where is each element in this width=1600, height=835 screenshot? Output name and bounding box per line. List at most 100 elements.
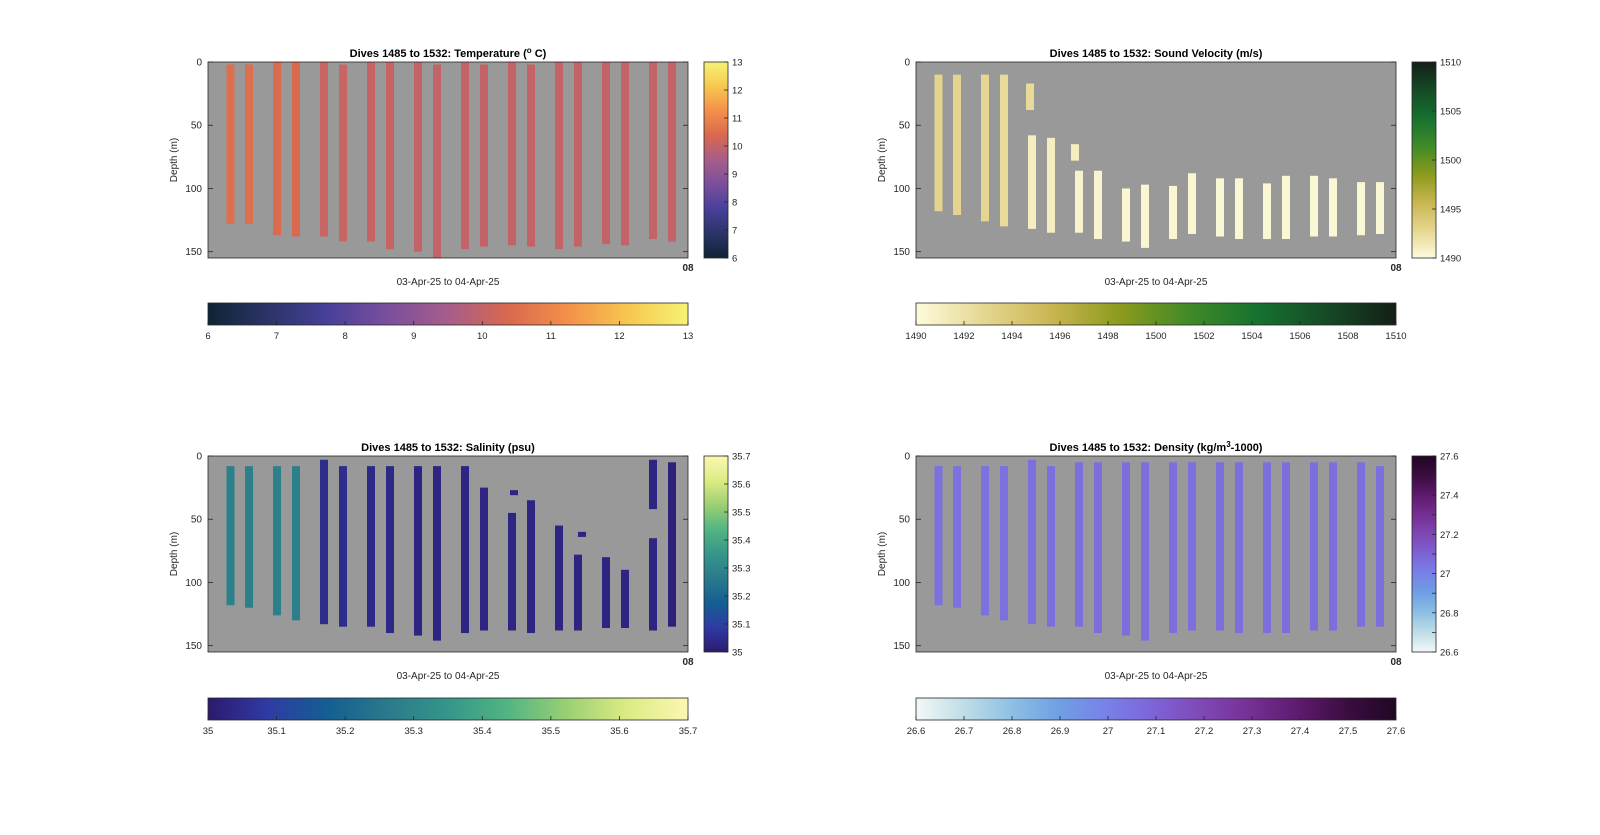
colorbar-tick-label: 11 [732, 114, 742, 125]
x-axis-label: 03-Apr-25 to 04-Apr-25 [397, 671, 500, 682]
colorbar-tick-label: 27 [1440, 569, 1451, 580]
profile-bar [1357, 182, 1365, 236]
profile-bar [339, 466, 347, 627]
profile-bar [668, 462, 676, 627]
axes-frame [915, 455, 1397, 653]
colorbar-vertical: 35 35.1 35.2 35.3 35.4 35.5 35.6 35.7 [703, 452, 751, 659]
profile-bar [461, 62, 469, 250]
profile-bar [1188, 462, 1196, 631]
x-tick-label: 08 [682, 263, 694, 274]
y-tick-label: 50 [191, 515, 203, 526]
profile-bar [414, 466, 422, 636]
colorbar-tick-label: 9 [732, 170, 737, 181]
profile-bar [527, 64, 535, 247]
colorbar-tick-label: 35.3 [404, 726, 423, 737]
chart-title: Dives 1485 to 1532: Temperature (o C) [350, 46, 547, 61]
profile-bar [1026, 83, 1034, 111]
profile-bar [245, 466, 253, 608]
x-axis-label: 03-Apr-25 to 04-Apr-25 [397, 277, 500, 288]
colorbar-tick-label: 7 [732, 226, 737, 237]
axes-frame [915, 61, 1397, 259]
profile-bar [273, 466, 281, 616]
colorbar-tick-label: 9 [411, 331, 416, 342]
colorbar-tick-label: 27 [1103, 726, 1114, 737]
profile-bar [934, 466, 943, 606]
axes-frame [207, 455, 689, 653]
profile-bar [414, 62, 422, 252]
profile-bar [621, 569, 629, 628]
profile-bar [1047, 137, 1055, 233]
profile-bar [226, 64, 235, 224]
chart-title: Dives 1485 to 1532: Density (kg/m3-1000) [1050, 440, 1263, 455]
profile-bar [320, 62, 328, 237]
colorbar-tick-label: 35.6 [610, 726, 629, 737]
colorbar-tick-label: 26.6 [907, 726, 926, 737]
profile-bar [1000, 466, 1008, 621]
profile-bar [1263, 183, 1271, 240]
profile-bar [953, 466, 961, 608]
colorbar-tick-label: 35.7 [732, 452, 751, 463]
colorbar-vertical: 1490 1495 1500 1505 1510 [1411, 58, 1461, 265]
colorbar-vertical: 26.6 26.8 27 27.2 27.4 27.6 [1411, 452, 1459, 659]
colorbar-vertical: 6 7 8 9 10 11 12 13 [703, 58, 743, 265]
x-tick-label: 08 [682, 657, 694, 668]
profile-bar [1000, 74, 1008, 227]
colorbar-tick-label: 35.4 [732, 536, 751, 547]
colorbar-tick-label: 1504 [1241, 331, 1262, 342]
colorbar-tick-label: 26.9 [1051, 726, 1070, 737]
profile-bar [555, 525, 563, 631]
chart-panel-3: 0 50 100 150 08 Dives 1485 to 1532: Salinity … [169, 442, 751, 737]
colorbar-tick-label: 35.2 [732, 592, 751, 603]
profile-bar [1188, 173, 1196, 234]
colorbar-tick-label: 35.1 [732, 620, 751, 631]
colorbar-vertical-fill [703, 61, 729, 259]
colorbar-tick-label: 27.1 [1147, 726, 1166, 737]
profile-bar [1122, 462, 1130, 636]
chart-panel-2: 0 50 100 150 08 Dives 1485 to 1532: Sound Vel… [877, 48, 1461, 342]
y-tick-label: 0 [904, 58, 910, 69]
profile-bar [527, 500, 535, 634]
colorbar-tick-label: 1494 [1001, 331, 1022, 342]
colorbar-tick-label: 35.7 [679, 726, 698, 737]
colorbar-tick-label: 35.1 [267, 726, 286, 737]
y-axis-label: Depth (m) [169, 138, 180, 182]
colorbar-horizontal: 35 35.1 35.2 35.3 35.4 35.5 35.6 35.7 [203, 697, 698, 737]
profile-bar [1071, 144, 1079, 161]
profile-bar [574, 554, 582, 631]
profile-bar [1216, 462, 1224, 631]
colorbar-tick-label: 26.8 [1440, 608, 1459, 619]
profile-bar [1263, 462, 1271, 634]
profile-bar [510, 490, 518, 496]
x-tick-label: 08 [1390, 657, 1402, 668]
profile-bar [508, 62, 516, 246]
colorbar-tick-label: 1498 [1097, 331, 1118, 342]
colorbar-tick-label: 10 [477, 331, 488, 342]
y-tick-label: 100 [185, 184, 202, 195]
colorbar-tick-label: 35.6 [732, 480, 751, 491]
profile-bar [1376, 466, 1384, 627]
profile-bar [602, 557, 610, 628]
colorbar-tick-label: 27.2 [1440, 530, 1459, 541]
y-tick-label: 50 [899, 121, 911, 132]
colorbar-tick-label: 1496 [1049, 331, 1070, 342]
colorbar-horizontal: 26.6 26.7 26.8 26.9 27 27.1 27.2 27.3 27.4 27.5 27… [907, 697, 1405, 737]
colorbar-tick-label: 1505 [1440, 107, 1461, 118]
x-axis-label: 03-Apr-25 to 04-Apr-25 [1105, 671, 1208, 682]
profile-bar [245, 64, 253, 224]
colorbar-tick-label: 8 [342, 331, 347, 342]
colorbar-tick-label: 1506 [1289, 331, 1310, 342]
colorbar-tick-label: 27.6 [1440, 452, 1459, 463]
y-tick-label: 100 [185, 578, 202, 589]
colorbar-tick-label: 6 [205, 331, 210, 342]
colorbar-tick-label: 1500 [1440, 156, 1461, 167]
colorbar-tick-label: 27.2 [1195, 726, 1214, 737]
profile-bar [433, 64, 441, 259]
colorbar-tick-label: 26.7 [955, 726, 974, 737]
colorbar-horizontal: 1490 1492 1494 1496 1498 1500 1502 1504 1506 1508… [905, 302, 1407, 342]
profile-bar [273, 62, 281, 236]
profile-bar [1329, 462, 1337, 631]
profile-bar [367, 466, 375, 627]
profile-bar [1282, 462, 1290, 634]
profile-bar [649, 459, 657, 510]
